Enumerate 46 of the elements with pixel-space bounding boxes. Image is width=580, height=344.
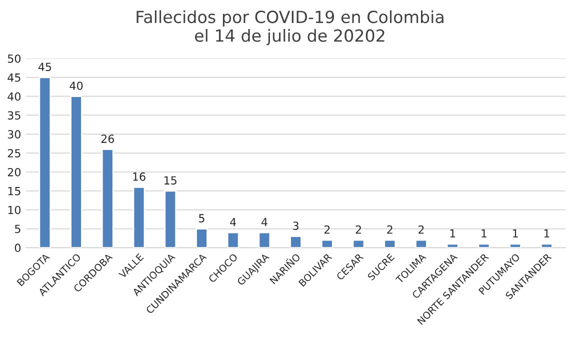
y-tick-label: 40 xyxy=(8,92,20,101)
data-label: 1 xyxy=(544,229,550,238)
data-label: 4 xyxy=(261,218,268,226)
y-tick-label: 35 xyxy=(8,111,20,120)
bar xyxy=(290,236,302,248)
bar xyxy=(258,232,271,248)
y-tick-label: 50 xyxy=(8,54,20,63)
chart-title: Fallecidos por COVID-19 en Colombia el 14 de julio de 20202 xyxy=(136,10,444,46)
bar xyxy=(164,190,177,248)
bar xyxy=(540,243,553,248)
bar xyxy=(320,239,334,248)
data-label: 1 xyxy=(482,229,486,238)
data-label: 26 xyxy=(101,134,114,143)
bar xyxy=(101,148,114,248)
data-label: 4 xyxy=(230,218,236,226)
y-tick-label: 25 xyxy=(8,149,20,158)
bar xyxy=(478,243,490,248)
data-label: 5 xyxy=(199,214,204,222)
data-label: 2 xyxy=(387,225,392,234)
data-label: 40 xyxy=(70,82,83,90)
y-tick-label: 45 xyxy=(8,74,20,82)
data-label: 45 xyxy=(38,62,52,72)
bar xyxy=(38,76,52,248)
y-tick-label: 30 xyxy=(8,130,20,139)
bar xyxy=(352,239,365,248)
bar xyxy=(509,243,522,248)
y-tick-label: 15 xyxy=(8,187,20,196)
y-tick-label: 10 xyxy=(8,206,20,214)
bar xyxy=(132,186,146,248)
bar xyxy=(446,243,459,248)
data-label: 1 xyxy=(450,229,456,238)
data-label: 1 xyxy=(513,229,518,238)
y-tick-label: 20 xyxy=(8,168,20,176)
data-label: 15 xyxy=(164,176,176,185)
data-label: 2 xyxy=(324,225,330,234)
bar xyxy=(226,232,240,248)
y-tick-label: 5 xyxy=(15,224,20,234)
data-label: 16 xyxy=(133,172,146,181)
bar xyxy=(70,96,82,248)
bar xyxy=(384,239,396,248)
bar xyxy=(196,228,208,248)
bar xyxy=(415,239,428,248)
data-label: 2 xyxy=(418,225,424,234)
data-label: 2 xyxy=(356,225,361,234)
data-label: 3 xyxy=(293,222,298,230)
y-tick-label: 0 xyxy=(14,244,20,252)
